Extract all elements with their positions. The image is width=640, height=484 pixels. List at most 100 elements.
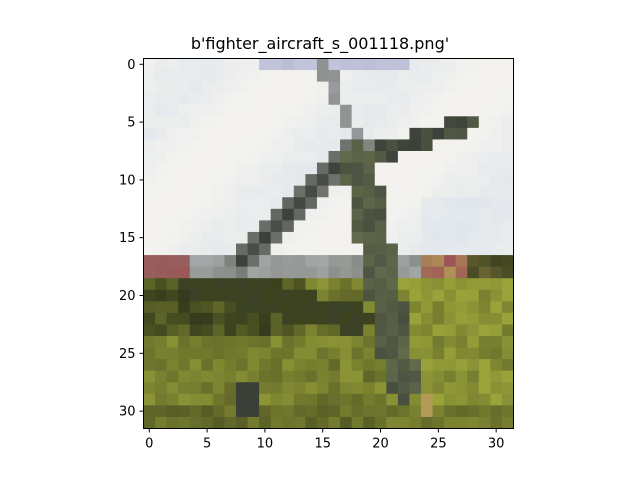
pixel bbox=[397, 81, 410, 94]
pixel bbox=[340, 116, 353, 129]
pixel bbox=[259, 208, 272, 221]
pixel bbox=[421, 266, 433, 279]
pixel bbox=[340, 289, 353, 302]
pixel bbox=[328, 289, 341, 302]
pixel bbox=[501, 185, 514, 198]
pixel bbox=[201, 243, 214, 256]
pixel bbox=[166, 324, 179, 337]
pixel bbox=[374, 185, 387, 198]
pixel bbox=[166, 197, 179, 210]
pixel bbox=[224, 127, 237, 140]
pixel bbox=[490, 208, 503, 221]
pixel bbox=[212, 58, 225, 71]
pixel bbox=[270, 312, 283, 325]
pixel bbox=[201, 266, 214, 279]
pixel bbox=[247, 416, 260, 429]
pixel bbox=[155, 393, 168, 406]
pixel bbox=[247, 255, 260, 268]
pixel bbox=[409, 139, 422, 152]
pixel bbox=[374, 220, 387, 233]
pixel bbox=[305, 151, 318, 163]
pixel bbox=[490, 81, 503, 94]
pixel bbox=[293, 93, 306, 106]
pixel bbox=[293, 301, 306, 314]
pixel bbox=[374, 116, 387, 129]
pixel bbox=[397, 104, 410, 117]
pixel bbox=[316, 116, 329, 129]
pixel bbox=[374, 393, 387, 406]
pixel bbox=[189, 405, 202, 418]
pixel bbox=[478, 116, 491, 129]
pixel bbox=[351, 278, 364, 291]
pixel bbox=[374, 208, 387, 221]
pixel bbox=[374, 70, 387, 83]
pixel bbox=[212, 416, 225, 429]
pixel bbox=[490, 58, 503, 71]
pixel bbox=[212, 93, 225, 106]
pixel bbox=[259, 197, 272, 210]
pixel bbox=[143, 104, 156, 117]
pixel bbox=[236, 324, 248, 337]
pixel bbox=[236, 162, 248, 175]
pixel bbox=[386, 266, 399, 279]
pixel bbox=[351, 243, 364, 256]
pixel bbox=[501, 301, 514, 314]
pixel bbox=[293, 127, 306, 140]
pixel bbox=[212, 185, 225, 198]
pixel bbox=[189, 208, 202, 221]
pixel bbox=[490, 266, 503, 279]
pixel bbox=[478, 255, 491, 268]
pixel bbox=[224, 185, 237, 198]
pixel bbox=[478, 81, 491, 94]
pixel bbox=[236, 336, 248, 348]
pixel bbox=[155, 266, 168, 279]
pixel bbox=[282, 405, 295, 418]
pixel bbox=[386, 197, 399, 210]
pixel bbox=[363, 278, 376, 291]
pixel bbox=[155, 405, 168, 418]
pixel bbox=[259, 393, 272, 406]
pixel bbox=[212, 162, 225, 175]
pixel bbox=[386, 116, 399, 129]
pixel bbox=[143, 70, 156, 83]
pixel bbox=[305, 231, 318, 244]
pixel bbox=[293, 359, 306, 372]
pixel bbox=[351, 116, 364, 129]
pixel bbox=[189, 370, 202, 383]
pixel bbox=[316, 231, 329, 244]
pixel bbox=[155, 231, 168, 244]
pixel bbox=[236, 81, 248, 94]
pixel bbox=[340, 220, 353, 233]
pixel bbox=[201, 312, 214, 325]
pixel bbox=[432, 81, 445, 94]
pixel bbox=[501, 312, 514, 325]
pixel bbox=[490, 220, 503, 233]
pixel bbox=[316, 359, 329, 372]
pixel bbox=[143, 243, 156, 256]
pixel bbox=[444, 266, 457, 279]
pixel bbox=[386, 289, 399, 302]
pixel bbox=[282, 243, 295, 256]
pixel bbox=[421, 301, 433, 314]
pixel bbox=[201, 197, 214, 210]
pixel bbox=[386, 405, 399, 418]
pixel bbox=[409, 174, 422, 187]
pixel bbox=[155, 151, 168, 163]
pixel bbox=[421, 382, 433, 395]
pixel bbox=[178, 255, 191, 268]
pixel bbox=[212, 289, 225, 302]
pixel bbox=[374, 312, 387, 325]
pixel bbox=[201, 81, 214, 94]
pixel bbox=[143, 116, 156, 129]
pixel bbox=[282, 266, 295, 279]
pixel bbox=[155, 416, 168, 429]
pixel bbox=[467, 301, 480, 314]
pixel bbox=[143, 185, 156, 198]
pixel bbox=[282, 382, 295, 395]
pixel bbox=[224, 301, 237, 314]
pixel bbox=[293, 266, 306, 279]
pixel bbox=[478, 220, 491, 233]
pixel bbox=[282, 185, 295, 198]
pixel bbox=[236, 104, 248, 117]
pixel bbox=[316, 81, 329, 94]
